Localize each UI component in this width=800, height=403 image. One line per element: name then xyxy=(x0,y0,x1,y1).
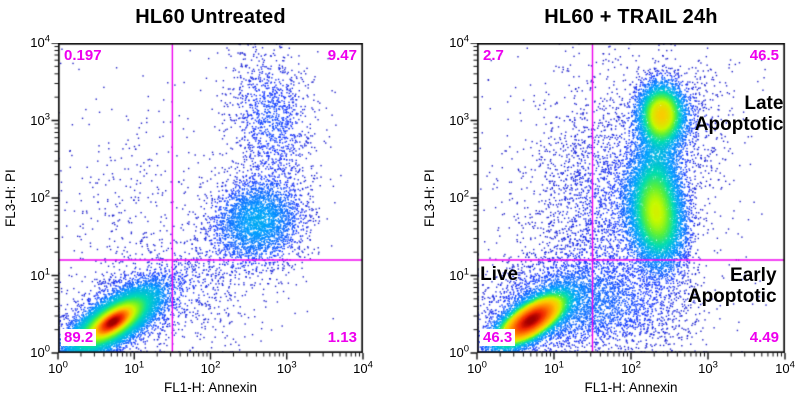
scatter-plot-canvas xyxy=(467,43,787,364)
quadrant-stat-lower-right: 1.13 xyxy=(324,329,360,346)
annotation-late-apoptotic: Late Apoptotic xyxy=(563,92,784,135)
quadrant-stat-lower-right: 4.49 xyxy=(746,329,782,346)
y-tick-label: 100 xyxy=(449,343,469,360)
x-tick-label: 104 xyxy=(353,359,373,376)
x-tick-label: 100 xyxy=(48,359,68,376)
panel-title: HL60 + TRAIL 24h xyxy=(544,6,718,28)
x-tick-label: 101 xyxy=(544,359,564,376)
y-tick-label: 101 xyxy=(30,266,50,283)
panel-untreated: HL60 Untreated FL3-H: PI FL1-H: Annexin … xyxy=(3,6,373,395)
y-tick-label: 104 xyxy=(449,33,469,50)
x-tick-label: 104 xyxy=(775,359,795,376)
x-tick-label: 100 xyxy=(467,359,487,376)
x-tick-label: 103 xyxy=(698,359,718,376)
x-axis-label: FL1-H: Annexin xyxy=(584,380,678,395)
x-tick-label: 102 xyxy=(621,359,641,376)
y-tick-label: 104 xyxy=(30,33,50,50)
annotation-live: Live xyxy=(480,264,518,285)
y-tick-label: 100 xyxy=(30,343,50,360)
quadrant-stat-upper-right: 46.5 xyxy=(749,47,779,64)
x-tick-label: 102 xyxy=(200,359,221,376)
quadrant-stat-lower-left: 46.3 xyxy=(480,329,516,346)
annotation-line: Late xyxy=(744,92,784,114)
annotation-line: Apoptotic xyxy=(694,113,784,135)
x-axis-label: FL1-H: Annexin xyxy=(163,380,258,395)
x-tick-label: 103 xyxy=(276,359,297,376)
y-tick-label: 101 xyxy=(449,266,469,283)
quadrant-stat-upper-left: 2.7 xyxy=(483,47,504,64)
annotation-early-apoptotic: Early Apoptotic xyxy=(557,265,777,307)
annotation-line: Apoptotic xyxy=(687,286,777,308)
scatter-plot-canvas xyxy=(48,43,365,364)
annotation-line: Live xyxy=(480,263,519,285)
y-tick-label: 103 xyxy=(30,111,50,128)
y-tick-label: 102 xyxy=(449,188,469,205)
annotation-line: Early xyxy=(730,265,777,287)
panel-title: HL60 Untreated xyxy=(135,6,286,28)
quadrant-stat-lower-left: 89.2 xyxy=(61,329,97,346)
y-tick-label: 102 xyxy=(30,188,50,205)
quadrant-stat-upper-right: 9.47 xyxy=(327,47,357,64)
y-tick-label: 103 xyxy=(449,111,469,128)
panel-trail-24h: HL60 + TRAIL 24h FL3-H: PI FL1-H: Annexi… xyxy=(400,0,800,403)
quadrant-stat-upper-left: 0.197 xyxy=(64,47,102,64)
x-tick-label: 101 xyxy=(124,359,145,376)
